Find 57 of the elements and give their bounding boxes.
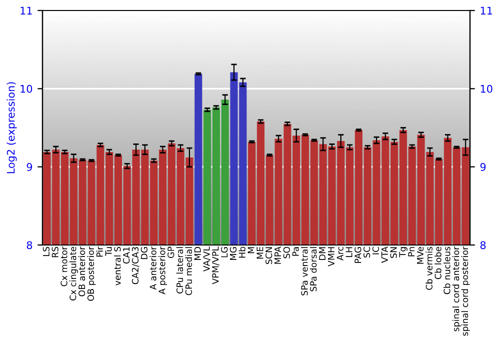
x-tick-label: SPa ventral bbox=[301, 247, 308, 296]
x-tick-label: GP bbox=[168, 246, 174, 258]
x-tick-label: DG bbox=[140, 247, 148, 260]
x-tick-label: A posterior bbox=[158, 246, 167, 294]
x-tick-label: Pa bbox=[292, 247, 299, 256]
x-tick-label: OB anterior bbox=[78, 246, 86, 296]
x-tick-label: A anterior bbox=[150, 246, 156, 290]
x-tick-label: spinal cord posterior bbox=[461, 246, 470, 336]
x-tick-label: VA/VL bbox=[203, 246, 210, 272]
y2-tick-label: 9 bbox=[480, 163, 486, 171]
x-tick-label: Cx cingulate bbox=[69, 246, 78, 300]
x-tick-label: M bbox=[248, 247, 254, 254]
x-tick-label: Pir bbox=[96, 246, 103, 257]
x-tick-label: Cb lobe bbox=[434, 246, 442, 280]
x-tick-label: Hb bbox=[238, 246, 246, 258]
x-tick-label: OB posterior bbox=[87, 246, 96, 301]
y-tick-label: 11 bbox=[20, 6, 32, 14]
y2-tick-label: 8 bbox=[480, 241, 486, 250]
y-tick-label: 9 bbox=[26, 163, 32, 171]
x-tick-label: LH bbox=[346, 247, 352, 257]
x-tick-label: CA1 bbox=[123, 247, 130, 264]
x-tick-label: SO bbox=[283, 246, 290, 258]
x-tick-label: SCN bbox=[266, 247, 272, 264]
x-tick-label: Cb nucleus bbox=[444, 246, 450, 294]
x-tick-label: MG bbox=[230, 247, 237, 260]
x-tick-label: Tg bbox=[399, 247, 408, 258]
x-tick-label: VTA bbox=[381, 246, 388, 263]
x-tick-label: CPu lateral bbox=[176, 247, 184, 294]
x-tick-label: SC bbox=[364, 246, 370, 258]
x-tick-label: Pn bbox=[408, 247, 415, 256]
x-tick-label: PAG bbox=[354, 247, 362, 263]
x-tick-label: VMH bbox=[328, 247, 334, 266]
x-tick-label: ventral S bbox=[114, 246, 121, 286]
x-tick-label: ME bbox=[256, 246, 264, 259]
x-tick-label: CA2/CA3 bbox=[132, 247, 140, 284]
x-tick-label: spinal cord anterior bbox=[452, 246, 461, 332]
x-tick-label: MD bbox=[194, 246, 201, 260]
x-tick-label: LG bbox=[221, 247, 228, 258]
x-tick-label: LS bbox=[42, 246, 50, 256]
x-tick-label: IC bbox=[372, 246, 380, 254]
y-tick-label: 8 bbox=[26, 241, 32, 250]
y2-tick-label: 10 bbox=[480, 84, 492, 93]
x-tick-label: RS bbox=[52, 246, 58, 258]
x-tick-label: SPa dorsal bbox=[310, 247, 317, 292]
x-tick-label: Cb vermis bbox=[426, 246, 432, 290]
x-tick-label: VPM/VPL bbox=[212, 246, 220, 284]
y2-tick-label: 11 bbox=[480, 6, 492, 14]
x-tick-label: CPu medial bbox=[185, 247, 192, 296]
x-tick-label: SN bbox=[390, 247, 397, 258]
x-tick-label: MVe bbox=[417, 246, 424, 264]
x-tick-label: Tu bbox=[105, 247, 112, 256]
x-tick-label: DM bbox=[319, 247, 326, 260]
x-tick-label: Arc bbox=[336, 246, 344, 261]
x-tick-label: MPA bbox=[274, 246, 281, 264]
x-tick-label: Cx motor bbox=[60, 246, 68, 286]
y-axis-title: Log2 (expression) bbox=[6, 82, 17, 174]
y-tick-label: 10 bbox=[20, 84, 32, 93]
